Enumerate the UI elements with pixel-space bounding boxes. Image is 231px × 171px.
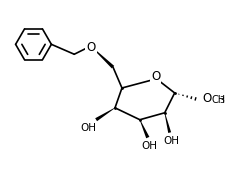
Text: O: O xyxy=(150,70,160,83)
Polygon shape xyxy=(95,108,115,121)
Text: O: O xyxy=(202,92,211,105)
Polygon shape xyxy=(164,113,170,133)
Text: OH: OH xyxy=(80,123,96,133)
Text: 3: 3 xyxy=(219,96,223,105)
Text: O: O xyxy=(86,41,95,54)
Text: CH: CH xyxy=(210,95,225,105)
Text: OH: OH xyxy=(141,141,157,150)
Polygon shape xyxy=(139,120,149,138)
Text: OH: OH xyxy=(163,136,179,146)
Polygon shape xyxy=(93,49,114,68)
